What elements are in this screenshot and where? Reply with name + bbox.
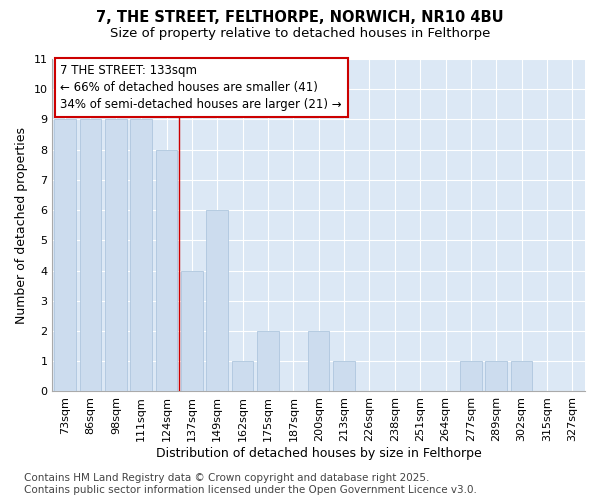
Bar: [105, 120, 127, 392]
Bar: [181, 270, 203, 392]
Bar: [511, 361, 532, 392]
X-axis label: Distribution of detached houses by size in Felthorpe: Distribution of detached houses by size …: [156, 447, 482, 460]
Text: 7 THE STREET: 133sqm
← 66% of detached houses are smaller (41)
34% of semi-detac: 7 THE STREET: 133sqm ← 66% of detached h…: [61, 64, 342, 111]
Bar: [460, 361, 482, 392]
Y-axis label: Number of detached properties: Number of detached properties: [15, 126, 28, 324]
Bar: [257, 331, 279, 392]
Bar: [206, 210, 228, 392]
Bar: [232, 361, 253, 392]
Text: Contains HM Land Registry data © Crown copyright and database right 2025.
Contai: Contains HM Land Registry data © Crown c…: [24, 474, 477, 495]
Bar: [333, 361, 355, 392]
Bar: [55, 120, 76, 392]
Bar: [485, 361, 507, 392]
Bar: [130, 120, 152, 392]
Bar: [80, 120, 101, 392]
Text: Size of property relative to detached houses in Felthorpe: Size of property relative to detached ho…: [110, 28, 490, 40]
Text: 7, THE STREET, FELTHORPE, NORWICH, NR10 4BU: 7, THE STREET, FELTHORPE, NORWICH, NR10 …: [96, 10, 504, 25]
Bar: [308, 331, 329, 392]
Bar: [156, 150, 178, 392]
